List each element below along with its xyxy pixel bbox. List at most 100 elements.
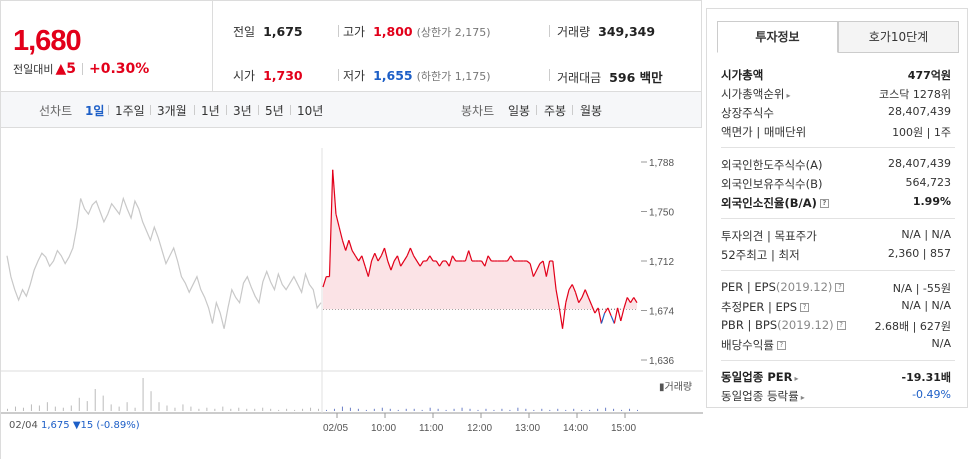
volume-bar bbox=[118, 406, 120, 411]
volume-bar bbox=[533, 409, 535, 411]
today-line-segment bbox=[419, 260, 424, 267]
today-line-segment bbox=[409, 247, 415, 257]
volume-bar bbox=[389, 408, 391, 411]
volume-bar bbox=[493, 409, 495, 411]
volume-bar bbox=[62, 407, 64, 411]
x-tick-label: 10:00 bbox=[371, 423, 396, 434]
today-line-segment bbox=[332, 169, 337, 215]
volume-legend: ▮거래량 bbox=[659, 382, 693, 393]
price-chart[interactable]: 1,788 1,750 1,712 1,674 1,636 02/05 10:00 11:00… bbox=[0, 128, 703, 459]
volume-bar bbox=[381, 407, 383, 411]
volume-bar bbox=[413, 408, 415, 411]
volume-bar bbox=[597, 408, 599, 411]
today-line-segment bbox=[591, 305, 596, 314]
tab-invest-info[interactable]: 투자정보 bbox=[717, 21, 838, 53]
prev-close: 전일 1,675 bbox=[233, 24, 303, 39]
volume-bar bbox=[110, 404, 112, 411]
volume-bar bbox=[254, 408, 256, 411]
today-line-segment bbox=[487, 255, 492, 262]
volume-bar bbox=[150, 391, 152, 411]
today-line-segment bbox=[393, 255, 398, 262]
volume-bar bbox=[70, 405, 72, 411]
today-line-segment bbox=[616, 307, 622, 322]
period-10y[interactable]: 10년 bbox=[297, 104, 324, 118]
candle-daily[interactable]: 일봉 bbox=[508, 104, 531, 118]
invest-info-panel: 투자정보 호가10단계 시가총액 477억원 시가총액순위 ▸ 코스닥 1278위 상… bbox=[706, 8, 968, 408]
sector-per-row[interactable]: 동일업종 PER ▸ -19.31배 bbox=[721, 370, 951, 384]
volume-bar bbox=[310, 407, 312, 411]
help-icon[interactable]: ? bbox=[819, 199, 829, 208]
prev-day-summary: 02/04 1,675 ▼15 (-0.89%) bbox=[9, 420, 140, 431]
today-line-segment bbox=[526, 260, 531, 265]
volume-bar bbox=[14, 406, 16, 411]
today-line-segment bbox=[335, 213, 340, 228]
volume-bar bbox=[206, 407, 208, 411]
price-change: 전일대비 ▲ 5 +0.30% bbox=[13, 61, 149, 77]
today-line-segment bbox=[571, 284, 577, 293]
candle-weekly[interactable]: 주봉 bbox=[544, 104, 567, 118]
volume-bar bbox=[541, 408, 543, 411]
today-line-segment bbox=[354, 255, 360, 262]
today-line-segment bbox=[604, 307, 609, 314]
candle-monthly[interactable]: 월봉 bbox=[580, 104, 603, 118]
period-3m[interactable]: 3개월 bbox=[157, 104, 187, 118]
today-line-segment bbox=[568, 284, 573, 290]
today-line-segment bbox=[451, 255, 457, 262]
opinion-row: 투자의견 | 목표주가 N/A | N/A bbox=[721, 228, 951, 243]
volume-bar bbox=[94, 389, 96, 411]
today-line-segment bbox=[561, 302, 567, 329]
today-line-segment bbox=[448, 255, 454, 267]
volume-bar bbox=[445, 409, 447, 411]
today-line-segment bbox=[600, 312, 606, 324]
help-icon[interactable]: ? bbox=[835, 283, 845, 292]
today-line-segment bbox=[374, 252, 379, 262]
volume-bar bbox=[565, 409, 567, 411]
today-line-segment bbox=[413, 255, 418, 262]
foreign-ratio-row: 외국인소진율(B/A)? 1.99% bbox=[721, 195, 951, 210]
today-line-segment bbox=[468, 250, 473, 262]
period-1y[interactable]: 1년 bbox=[201, 104, 220, 118]
today-line-segment bbox=[464, 250, 470, 262]
volume-bar bbox=[357, 408, 359, 411]
x-tick-label: 11:00 bbox=[419, 423, 444, 434]
today-line-segment bbox=[416, 260, 421, 267]
help-icon[interactable]: ? bbox=[836, 321, 846, 330]
volume-bar bbox=[621, 409, 623, 411]
today-line-segment bbox=[396, 255, 402, 267]
y-tick-label: 1,788 bbox=[649, 158, 674, 169]
current-price: 1,680 bbox=[13, 25, 82, 57]
period-1w[interactable]: 1주일 bbox=[115, 104, 145, 118]
volume-bar bbox=[302, 408, 304, 411]
today-line-segment bbox=[435, 260, 441, 267]
prev-day-line bbox=[6, 196, 322, 329]
today-line-segment bbox=[426, 255, 431, 262]
volume-bar bbox=[286, 408, 288, 411]
tab-order-book[interactable]: 호가10단계 bbox=[838, 21, 959, 53]
period-5y[interactable]: 5년 bbox=[265, 104, 284, 118]
today-line-segment bbox=[565, 289, 570, 303]
volume-bar bbox=[30, 404, 32, 411]
day-low: 저가 1,655 (하한가 1,175) bbox=[343, 68, 491, 83]
help-icon[interactable]: ? bbox=[800, 303, 810, 312]
volume-bar bbox=[397, 409, 399, 411]
volume-bar bbox=[405, 408, 407, 411]
x-tick-label: 12:00 bbox=[467, 423, 492, 434]
today-line-segment bbox=[545, 260, 551, 277]
market-cap-rank-row[interactable]: 시가총액순위 ▸ 코스닥 1278위 bbox=[721, 87, 951, 101]
help-icon[interactable]: ? bbox=[776, 341, 786, 350]
period-1d[interactable]: 1일 bbox=[85, 104, 105, 118]
change-value: 5 bbox=[66, 61, 77, 77]
volume-bar bbox=[294, 409, 296, 411]
today-line-segment bbox=[439, 260, 444, 267]
change-label: 전일대비 bbox=[13, 63, 54, 76]
x-tick-label: 13:00 bbox=[515, 423, 540, 434]
volume-bar bbox=[222, 406, 224, 411]
sector-change-row[interactable]: 동일업종 등락률 ▸ -0.49% bbox=[721, 388, 951, 403]
today-line-segment bbox=[484, 255, 489, 267]
volume-bar bbox=[142, 378, 144, 411]
market-cap-row: 시가총액 477억원 bbox=[721, 68, 951, 82]
today-line-segment bbox=[371, 252, 376, 262]
today-line-segment bbox=[406, 247, 411, 257]
period-3y[interactable]: 3년 bbox=[233, 104, 252, 118]
today-line-segment bbox=[623, 297, 628, 309]
